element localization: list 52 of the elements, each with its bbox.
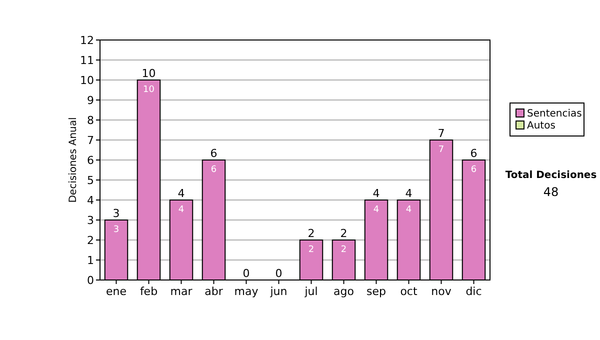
total-label: 4 bbox=[405, 187, 412, 200]
x-tick-label: mar bbox=[170, 285, 193, 298]
total-label: 3 bbox=[112, 207, 120, 220]
total-label: 2 bbox=[340, 227, 348, 240]
total-label: 7 bbox=[438, 127, 445, 140]
data-label: 6 bbox=[470, 165, 477, 175]
total-label: 4 bbox=[372, 187, 380, 200]
y-tick-label: 7 bbox=[87, 134, 94, 147]
y-tick-label: 6 bbox=[87, 154, 94, 167]
text: Total Decisiones bbox=[505, 170, 597, 181]
total-label: 0 bbox=[242, 267, 250, 280]
x-tick-label: nov bbox=[431, 285, 452, 298]
x-tick-label: jun bbox=[269, 285, 288, 298]
total-label: 6 bbox=[470, 147, 478, 160]
data-label: 2 bbox=[340, 245, 347, 255]
x-tick-label: feb bbox=[140, 285, 158, 298]
total-label: 2 bbox=[308, 227, 315, 240]
x-tick-label: ene bbox=[106, 285, 127, 298]
y-tick-label: 4 bbox=[87, 194, 94, 207]
data-label: 4 bbox=[178, 205, 184, 215]
y-tick-label: 2 bbox=[87, 234, 94, 247]
total-label: 6 bbox=[210, 147, 218, 160]
total-label: 0 bbox=[275, 267, 282, 280]
legend-label: Sentencias bbox=[527, 108, 582, 120]
text: 48 bbox=[543, 185, 559, 199]
y-tick-label: 9 bbox=[87, 94, 94, 107]
x-tick-label: jul bbox=[304, 285, 318, 298]
data-label: 4 bbox=[406, 205, 412, 215]
x-tick-label: sep bbox=[366, 285, 386, 298]
x-tick-label: ago bbox=[334, 285, 354, 298]
y-axis-title: Decisiones Anual bbox=[68, 117, 79, 203]
y-tick-label: 5 bbox=[87, 174, 94, 187]
y-tick-label: 0 bbox=[87, 274, 94, 287]
data-label: 4 bbox=[373, 205, 380, 215]
data-label: 10 bbox=[143, 85, 155, 95]
y-tick-label: 10 bbox=[80, 74, 94, 87]
data-label: 3 bbox=[113, 225, 120, 235]
y-tick-label: 3 bbox=[87, 214, 94, 227]
data-label: 2 bbox=[308, 245, 314, 255]
data-label: 6 bbox=[210, 165, 217, 175]
y-tick-label: 8 bbox=[87, 114, 94, 127]
x-tick-label: abr bbox=[204, 285, 224, 298]
legend-label: Autos bbox=[527, 120, 556, 132]
total-label: 10 bbox=[142, 67, 156, 80]
x-tick-label: may bbox=[234, 285, 259, 298]
y-tick-label: 11 bbox=[80, 54, 94, 67]
x-tick-label: dic bbox=[466, 285, 482, 298]
data-label: 7 bbox=[438, 145, 444, 155]
y-tick-label: 12 bbox=[80, 34, 94, 47]
total-label: 4 bbox=[178, 187, 185, 200]
x-tick-label: oct bbox=[400, 285, 418, 298]
y-tick-label: 1 bbox=[87, 254, 94, 267]
